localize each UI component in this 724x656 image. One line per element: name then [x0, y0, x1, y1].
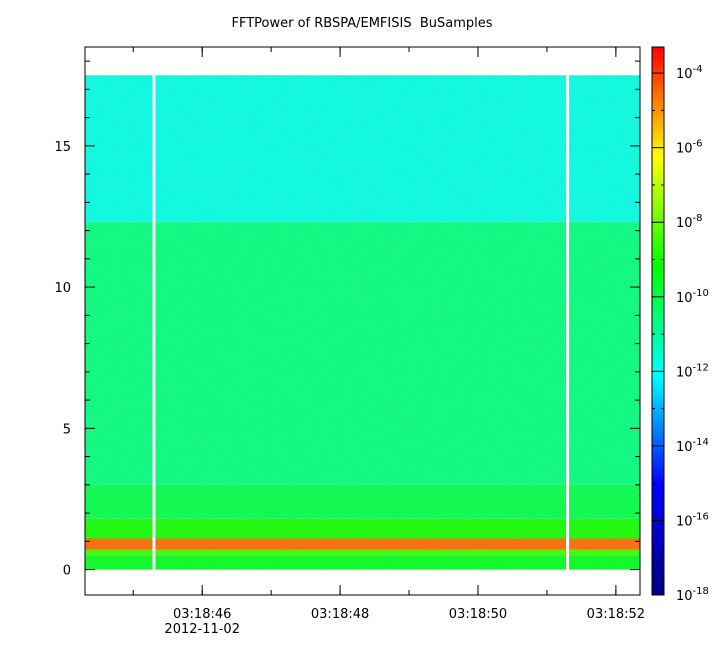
colorbar-tick-label: 10-6 [676, 139, 703, 157]
plot-frame [84, 46, 641, 596]
colorbar-tick-label: 10-18 [676, 586, 709, 604]
x-tick-label: 03:18:48 [311, 607, 369, 622]
spectrogram-texture [85, 75, 640, 570]
y-axis-ticks: 0 5 10 15 [54, 60, 640, 579]
y-tick-label: 15 [54, 140, 71, 155]
y-tick-label: 5 [63, 422, 71, 437]
y-tick-label: 10 [54, 281, 71, 296]
colorbar-scale [651, 46, 665, 596]
data-gaps [152, 75, 570, 570]
colorbar-tick-label: 10-16 [676, 511, 709, 529]
data-gap [152, 75, 156, 570]
colorbar-tick-label: 10-8 [676, 213, 703, 231]
colorbar-tick-label: 10-14 [676, 437, 709, 455]
x-tick-label: 03:18:52 [587, 607, 645, 622]
y-tick-label: 0 [63, 564, 71, 579]
colorbar-tick-label: 10-4 [676, 64, 703, 82]
noise-texture [85, 75, 640, 570]
x-axis-ticks: 03:18:46 03:18:48 03:18:50 03:18:52 2012-11-… [132, 47, 645, 637]
colorbar-tick-label: 10-10 [676, 288, 709, 306]
x-tick-label: 03:18:46 [173, 607, 231, 622]
x-tick-label: 03:18:50 [449, 607, 507, 622]
data-gap [566, 75, 570, 570]
colorbar: 10-4 10-6 10-8 10-10 10-12 10-14 10-16 10-18 [651, 46, 709, 604]
plot-axes [84, 46, 641, 596]
colorbar-tick-label: 10-12 [676, 362, 709, 380]
x-date-label: 2012-11-02 [164, 622, 240, 637]
chart-title: FFTPower of RBSPA/EMFISIS BuSamples [231, 16, 493, 31]
